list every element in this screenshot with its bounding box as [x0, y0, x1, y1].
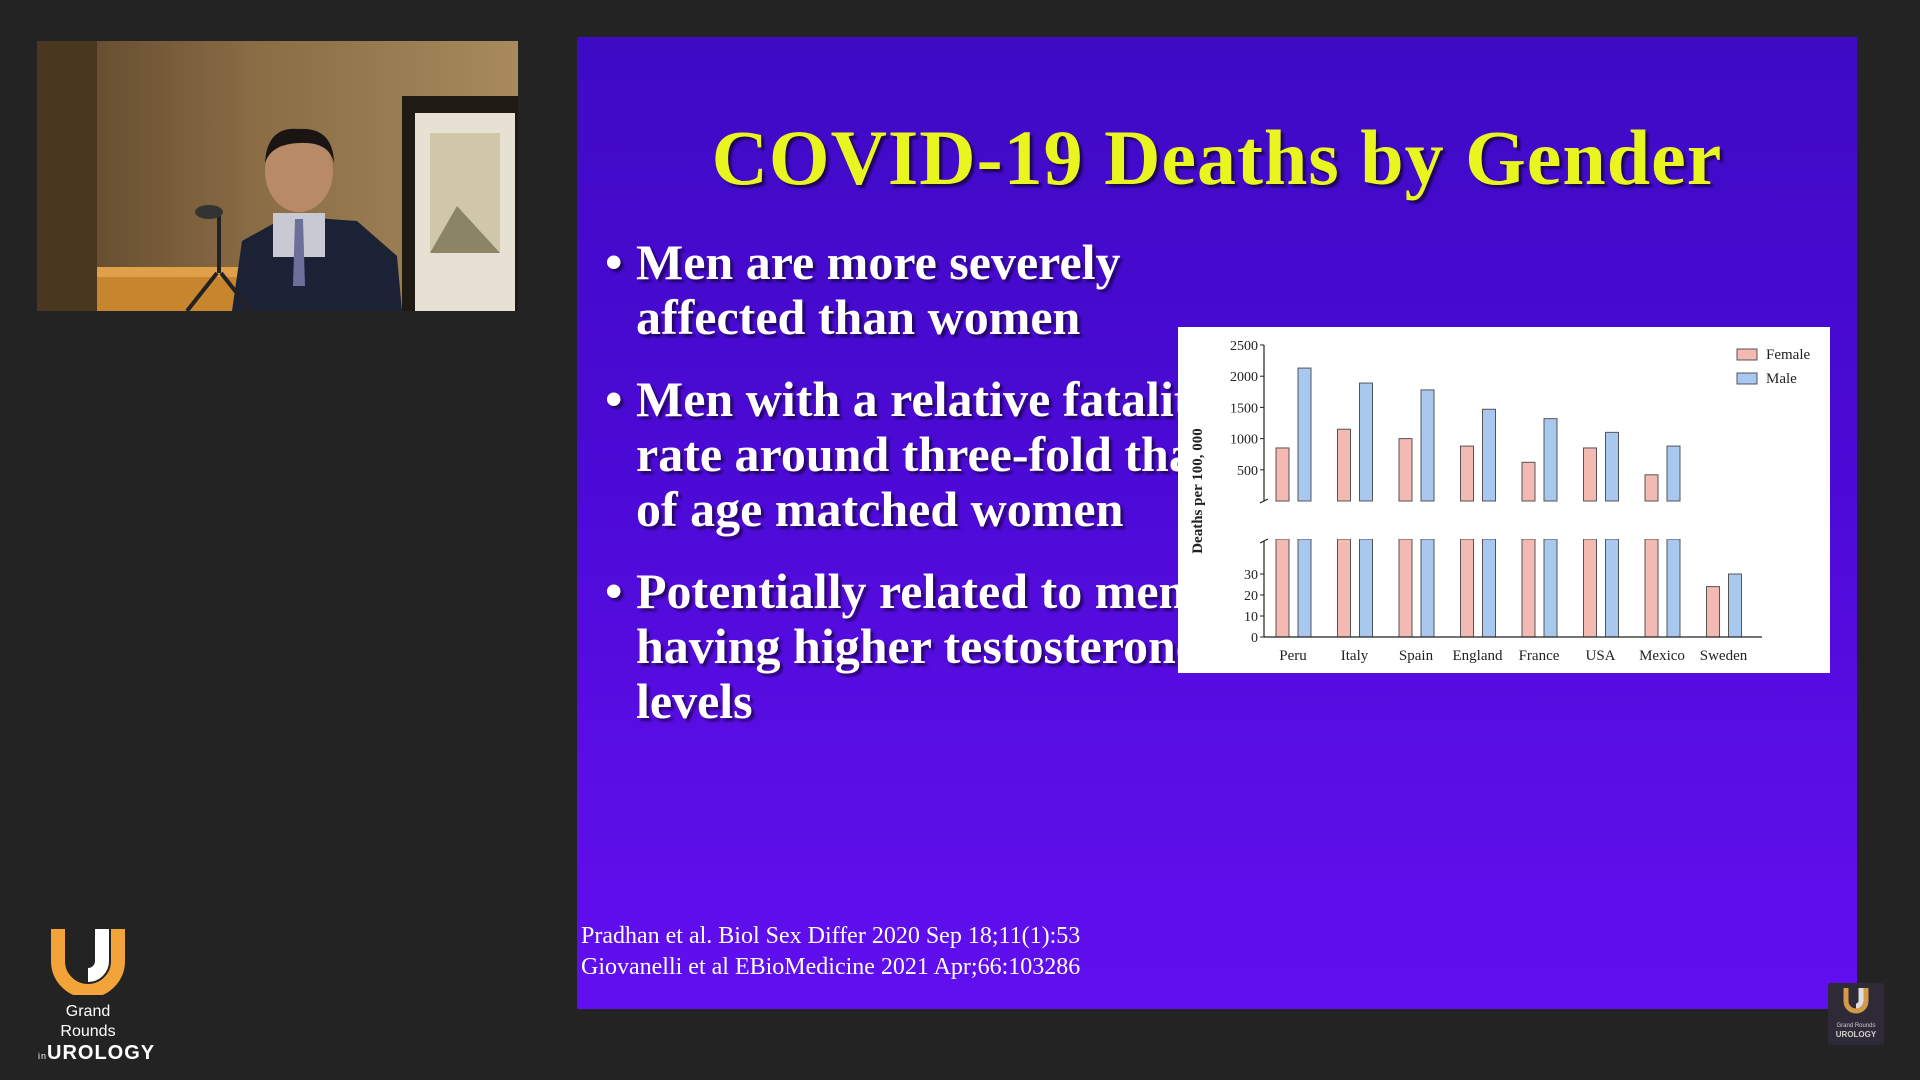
presentation-slide: COVID-19 Deaths by Gender • Men are more … — [577, 37, 1857, 1009]
chart-bar-lower — [1666, 538, 1681, 638]
chart-bar-lower — [1521, 538, 1536, 638]
chart-bar-upper — [1460, 445, 1474, 502]
small-logo-line2: UROLOGY — [1835, 1030, 1877, 1039]
chart-bar-upper — [1275, 447, 1290, 502]
chart-bar-lower — [1297, 538, 1312, 638]
axis-break-mark — [1259, 538, 1269, 544]
chart-bar-upper — [1521, 461, 1536, 502]
bullet-list: • Men are more severely affected than wom… — [589, 235, 1229, 756]
chart-bar-lower — [1359, 538, 1373, 638]
chart-bar-upper — [1644, 474, 1659, 502]
speaker-video-frame — [37, 41, 518, 311]
chart-bar-lower — [1543, 538, 1558, 638]
chart-bar-upper — [1583, 447, 1597, 502]
chart-bar-lower — [1275, 538, 1290, 638]
logo-word: UROLOGY — [47, 1042, 156, 1064]
chart-bar-lower — [1420, 538, 1435, 638]
bullet-item: • Men are more severely affected than wom… — [589, 235, 1229, 345]
grand-rounds-logo: Grand Rounds inUROLOGY — [38, 927, 154, 1067]
u-logo-icon — [51, 929, 125, 998]
citations: Pradhan et al. Biol Sex Differ 2020 Sep … — [581, 921, 1080, 983]
chart-bar-upper — [1482, 408, 1496, 502]
legend-label: Male — [1766, 371, 1797, 387]
bullet-dot: • — [605, 234, 623, 290]
y-tick-label: 30 — [1244, 568, 1258, 583]
speaker-video — [37, 41, 518, 311]
chart-canvas: Peru Italy Spain England France USA Mexico Swed… — [1190, 339, 1810, 664]
chart-bar-lower — [1644, 538, 1659, 638]
small-logo-line1: Grand Rounds — [1836, 1023, 1876, 1029]
chart-bar-lower — [1337, 538, 1351, 638]
logo-line1: Grand Rounds — [60, 1003, 116, 1040]
x-tick-label: Spain — [1399, 648, 1434, 664]
bullet-item: • Men with a relative fatality rate aroun… — [589, 372, 1229, 537]
bullet-text: Potentially related to men having higher… — [636, 563, 1199, 729]
slide-title: COVID-19 Deaths by Gender — [711, 114, 1723, 201]
legend-swatch — [1736, 372, 1758, 385]
x-tick-label: England — [1453, 648, 1503, 664]
chart-bar-upper — [1666, 445, 1681, 502]
logo-prefix: in — [38, 1051, 48, 1061]
deaths-chart: Peru Italy Spain England France USA Mexico Swed… — [1178, 327, 1830, 673]
y-tick-label: 0 — [1251, 631, 1258, 646]
chart-bar — [1706, 586, 1720, 638]
chart-bar-upper — [1359, 382, 1373, 502]
x-tick-label: Sweden — [1700, 648, 1748, 664]
axis-break-mark — [1259, 498, 1269, 504]
corner-watermark: Grand Rounds UROLOGY — [1828, 983, 1884, 1045]
y-tick-label: 1000 — [1230, 433, 1258, 448]
y-tick-label: 1500 — [1230, 401, 1258, 416]
chart-bar-upper — [1297, 367, 1312, 502]
chart-bar-upper — [1605, 431, 1619, 502]
x-tick-label: France — [1519, 648, 1560, 664]
chart-bar-lower — [1460, 538, 1474, 638]
citation: Pradhan et al. Biol Sex Differ 2020 Sep … — [581, 923, 1081, 949]
chart-bar-upper — [1398, 438, 1413, 502]
y-tick-label: 500 — [1237, 464, 1258, 479]
logo-line2: inUROLOGY — [38, 1042, 154, 1067]
y-tick-label: 20 — [1244, 589, 1258, 604]
x-tick-label: Italy — [1341, 648, 1369, 664]
small-u-logo-icon — [1843, 988, 1869, 1014]
chart-bar-lower — [1398, 538, 1413, 638]
chart-bar — [1728, 573, 1742, 638]
x-tick-label: USA — [1585, 648, 1615, 664]
chart-bar-lower — [1605, 538, 1619, 638]
legend-swatch — [1736, 348, 1758, 361]
chart-bar-upper — [1543, 418, 1558, 502]
y-axis-title: Deaths per 100, 000 — [1190, 428, 1206, 554]
axis-break-gap — [1258, 502, 1778, 539]
bullet-item: • Potentially related to men having highe… — [589, 564, 1229, 729]
x-tick-label: Mexico — [1639, 648, 1685, 664]
x-tick-label: Peru — [1279, 648, 1307, 664]
chart-bar-lower — [1482, 538, 1496, 638]
citation: Giovanelli et al EBioMedicine 2021 Apr;6… — [581, 954, 1081, 980]
chart-bar-upper — [1337, 428, 1351, 502]
y-tick-label: 10 — [1244, 610, 1258, 625]
bullet-text: Men are more severely affected than wome… — [636, 234, 1121, 345]
bullet-text: Men with a relative fatality rate around… — [636, 371, 1216, 537]
bullet-dot: • — [605, 563, 623, 619]
y-tick-label: 2500 — [1230, 339, 1258, 354]
chart-bar-upper — [1420, 389, 1435, 502]
legend-label: Female — [1766, 347, 1810, 363]
bullet-dot: • — [605, 371, 623, 427]
y-tick-label: 2000 — [1230, 370, 1258, 385]
chart-bar-lower — [1583, 538, 1597, 638]
